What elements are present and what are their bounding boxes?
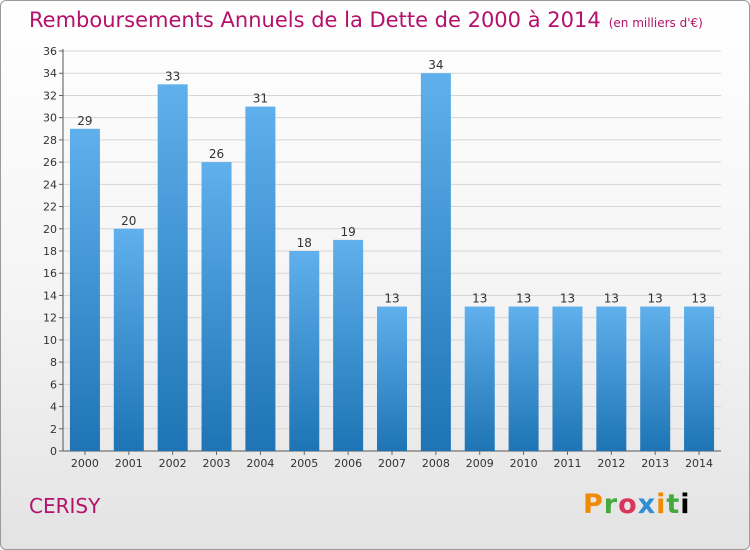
data-label: 33 bbox=[165, 69, 180, 83]
data-label: 13 bbox=[604, 292, 619, 306]
bar bbox=[377, 306, 407, 451]
x-tick-label: 2011 bbox=[553, 457, 581, 470]
y-tick-label: 24 bbox=[43, 178, 57, 191]
y-tick-label: 0 bbox=[50, 445, 57, 458]
bar bbox=[640, 306, 671, 451]
y-tick-label: 18 bbox=[43, 245, 57, 258]
y-tick-label: 2 bbox=[50, 423, 57, 436]
data-label: 18 bbox=[297, 236, 312, 250]
bar bbox=[333, 239, 364, 451]
y-tick-label: 14 bbox=[43, 289, 57, 302]
bar bbox=[508, 306, 539, 451]
x-tick-label: 2009 bbox=[466, 457, 494, 470]
y-tick-label: 4 bbox=[50, 401, 57, 414]
bar bbox=[684, 306, 715, 451]
bar bbox=[464, 306, 495, 451]
y-tick-label: 10 bbox=[43, 334, 57, 347]
data-label: 34 bbox=[428, 58, 443, 72]
x-tick-label: 2010 bbox=[510, 457, 538, 470]
x-tick-label: 2006 bbox=[334, 457, 362, 470]
bar bbox=[596, 306, 627, 451]
x-tick-label: 2000 bbox=[71, 457, 99, 470]
x-tick-label: 2003 bbox=[203, 457, 231, 470]
data-labels: 29 20 33 26 31 18 19 13 34 13 13 13 13 13 13 bbox=[77, 58, 706, 305]
y-tick-label: 6 bbox=[50, 378, 57, 391]
bars bbox=[69, 73, 715, 452]
bar bbox=[289, 251, 320, 451]
x-tick-label: 2014 bbox=[685, 457, 713, 470]
bar bbox=[420, 73, 451, 451]
data-label: 31 bbox=[253, 92, 268, 106]
data-label: 19 bbox=[340, 225, 355, 239]
data-label: 29 bbox=[77, 114, 92, 128]
chart-title: Remboursements Annuels de la Dette de 20… bbox=[29, 8, 703, 32]
y-tick-label: 32 bbox=[43, 89, 57, 102]
bar bbox=[245, 106, 276, 452]
title-text: Remboursements Annuels de la Dette de 20… bbox=[29, 8, 601, 32]
bar bbox=[69, 128, 100, 451]
data-label: 26 bbox=[209, 147, 224, 161]
bar bbox=[113, 228, 144, 451]
y-tick-label: 8 bbox=[50, 356, 57, 369]
unit-note: (en milliers d'€) bbox=[608, 16, 703, 30]
y-tick-label: 34 bbox=[43, 67, 57, 80]
data-label: 13 bbox=[516, 292, 531, 306]
proxiti-logo: Proxiti bbox=[583, 489, 691, 520]
bar bbox=[552, 306, 583, 451]
data-label: 13 bbox=[472, 292, 487, 306]
y-tick-label: 20 bbox=[43, 223, 57, 236]
y-tick-label: 36 bbox=[43, 45, 57, 58]
y-tick-label: 16 bbox=[43, 267, 57, 280]
data-label: 13 bbox=[384, 292, 399, 306]
x-tick-label: 2004 bbox=[246, 457, 274, 470]
data-label: 13 bbox=[560, 292, 575, 306]
x-tick-label: 2005 bbox=[290, 457, 318, 470]
data-label: 20 bbox=[121, 214, 136, 228]
y-tick-label: 22 bbox=[43, 201, 57, 214]
x-tick-label: 2007 bbox=[378, 457, 406, 470]
x-tick-label: 2012 bbox=[597, 457, 625, 470]
commune-name: CERISY bbox=[29, 494, 101, 518]
y-tick-label: 30 bbox=[43, 112, 57, 125]
y-tick-label: 26 bbox=[43, 156, 57, 169]
x-tick-label: 2001 bbox=[115, 457, 143, 470]
x-tick-label: 2013 bbox=[641, 457, 669, 470]
data-label: 13 bbox=[648, 292, 663, 306]
y-tick-label: 28 bbox=[43, 134, 57, 147]
x-tick-label: 2008 bbox=[422, 457, 450, 470]
bar bbox=[201, 162, 232, 451]
bar bbox=[157, 84, 188, 451]
y-tick-label: 12 bbox=[43, 312, 57, 325]
x-tick-label: 2002 bbox=[159, 457, 187, 470]
data-label: 13 bbox=[691, 292, 706, 306]
